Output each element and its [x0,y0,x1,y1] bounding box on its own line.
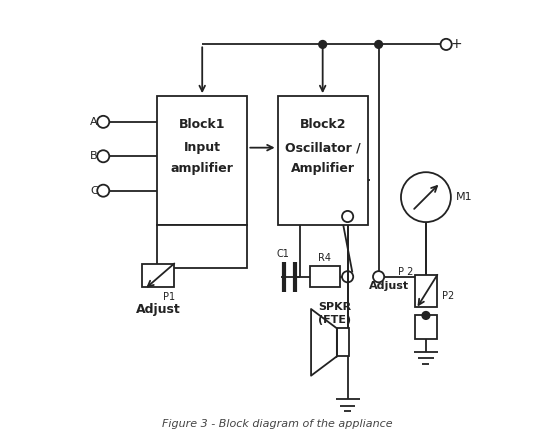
Text: Figure 3 - Block diagram of the appliance: Figure 3 - Block diagram of the applianc… [162,420,393,430]
Text: R4: R4 [319,253,331,263]
Text: amplifier: amplifier [171,162,234,175]
Text: C: C [90,186,98,196]
Text: P2: P2 [442,291,454,301]
Bar [310,266,340,288]
Bar [415,316,437,339]
Text: Amplifier: Amplifier [291,162,355,175]
Bar [157,225,248,268]
Text: Block2: Block2 [300,118,346,131]
Text: P 2: P 2 [397,268,413,278]
Text: Oscillator /: Oscillator / [285,141,361,154]
Text: Block1: Block1 [179,118,225,131]
Text: Adjust: Adjust [136,304,180,317]
Text: +: + [451,37,462,52]
Bar [337,328,349,356]
Text: P1: P1 [163,292,175,302]
Bar [142,264,174,288]
Text: Input: Input [184,141,221,154]
Text: SPKR: SPKR [318,302,351,312]
Bar [278,96,368,225]
Text: C1: C1 [276,249,289,259]
Text: (FTE): (FTE) [318,315,351,325]
Bar [415,275,437,307]
Circle shape [375,41,382,48]
Text: A: A [90,117,98,127]
Text: M1: M1 [456,192,473,202]
Text: B: B [90,151,98,161]
Circle shape [319,41,326,48]
Circle shape [422,312,430,319]
Bar [157,96,248,225]
Text: Adjust: Adjust [369,281,408,291]
